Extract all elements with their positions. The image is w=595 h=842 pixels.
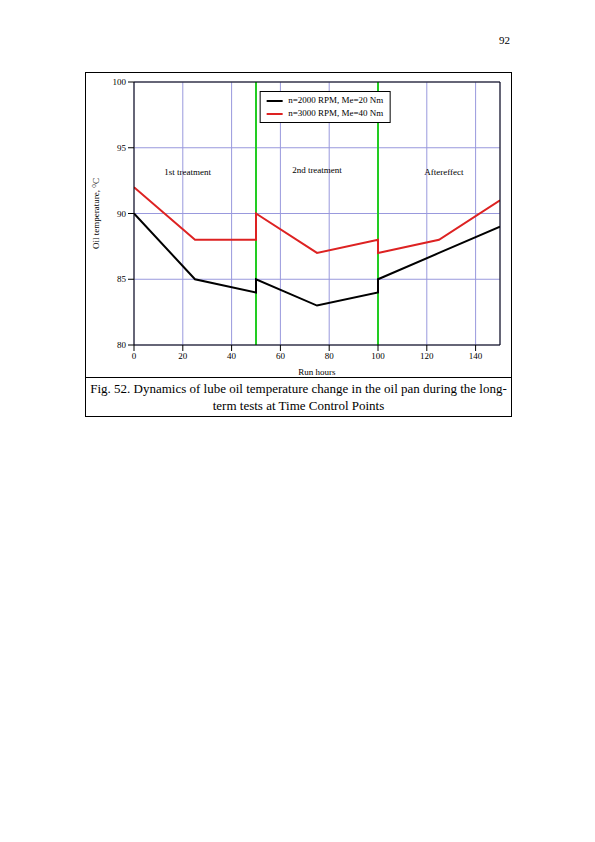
svg-text:1st treatment: 1st treatment [164,167,211,177]
svg-text:80: 80 [325,351,335,361]
svg-text:Oil temperature, ⁰C: Oil temperature, ⁰C [91,178,101,249]
svg-text:95: 95 [117,143,127,153]
html-text:Fig. 52. Dynamics of lube oil: Fig. 52. Dynamics of lube oil temperatur… [90,381,507,413]
svg-text:140: 140 [469,351,483,361]
svg-text:90: 90 [117,209,127,219]
svg-text:2nd treatment: 2nd treatment [292,165,342,175]
svg-text:Aftereffect: Aftereffect [424,167,464,177]
html-text:92: 92 [499,34,510,46]
html-text:n=2000 RPM, Me=20 Nm: n=2000 RPM, Me=20 Nm [288,95,384,105]
svg-text:20: 20 [178,351,188,361]
svg-text:100: 100 [113,77,127,87]
svg-text:Run hours: Run hours [298,367,336,377]
svg-text:60: 60 [276,351,286,361]
html-text:n=3000 RPM, Me=40 Nm: n=3000 RPM, Me=40 Nm [288,108,384,118]
svg-text:0: 0 [132,351,137,361]
svg-text:120: 120 [420,351,434,361]
svg-text:80: 80 [117,340,127,350]
svg-text:85: 85 [117,274,127,284]
svg-text:40: 40 [227,351,237,361]
svg-text:100: 100 [371,351,385,361]
